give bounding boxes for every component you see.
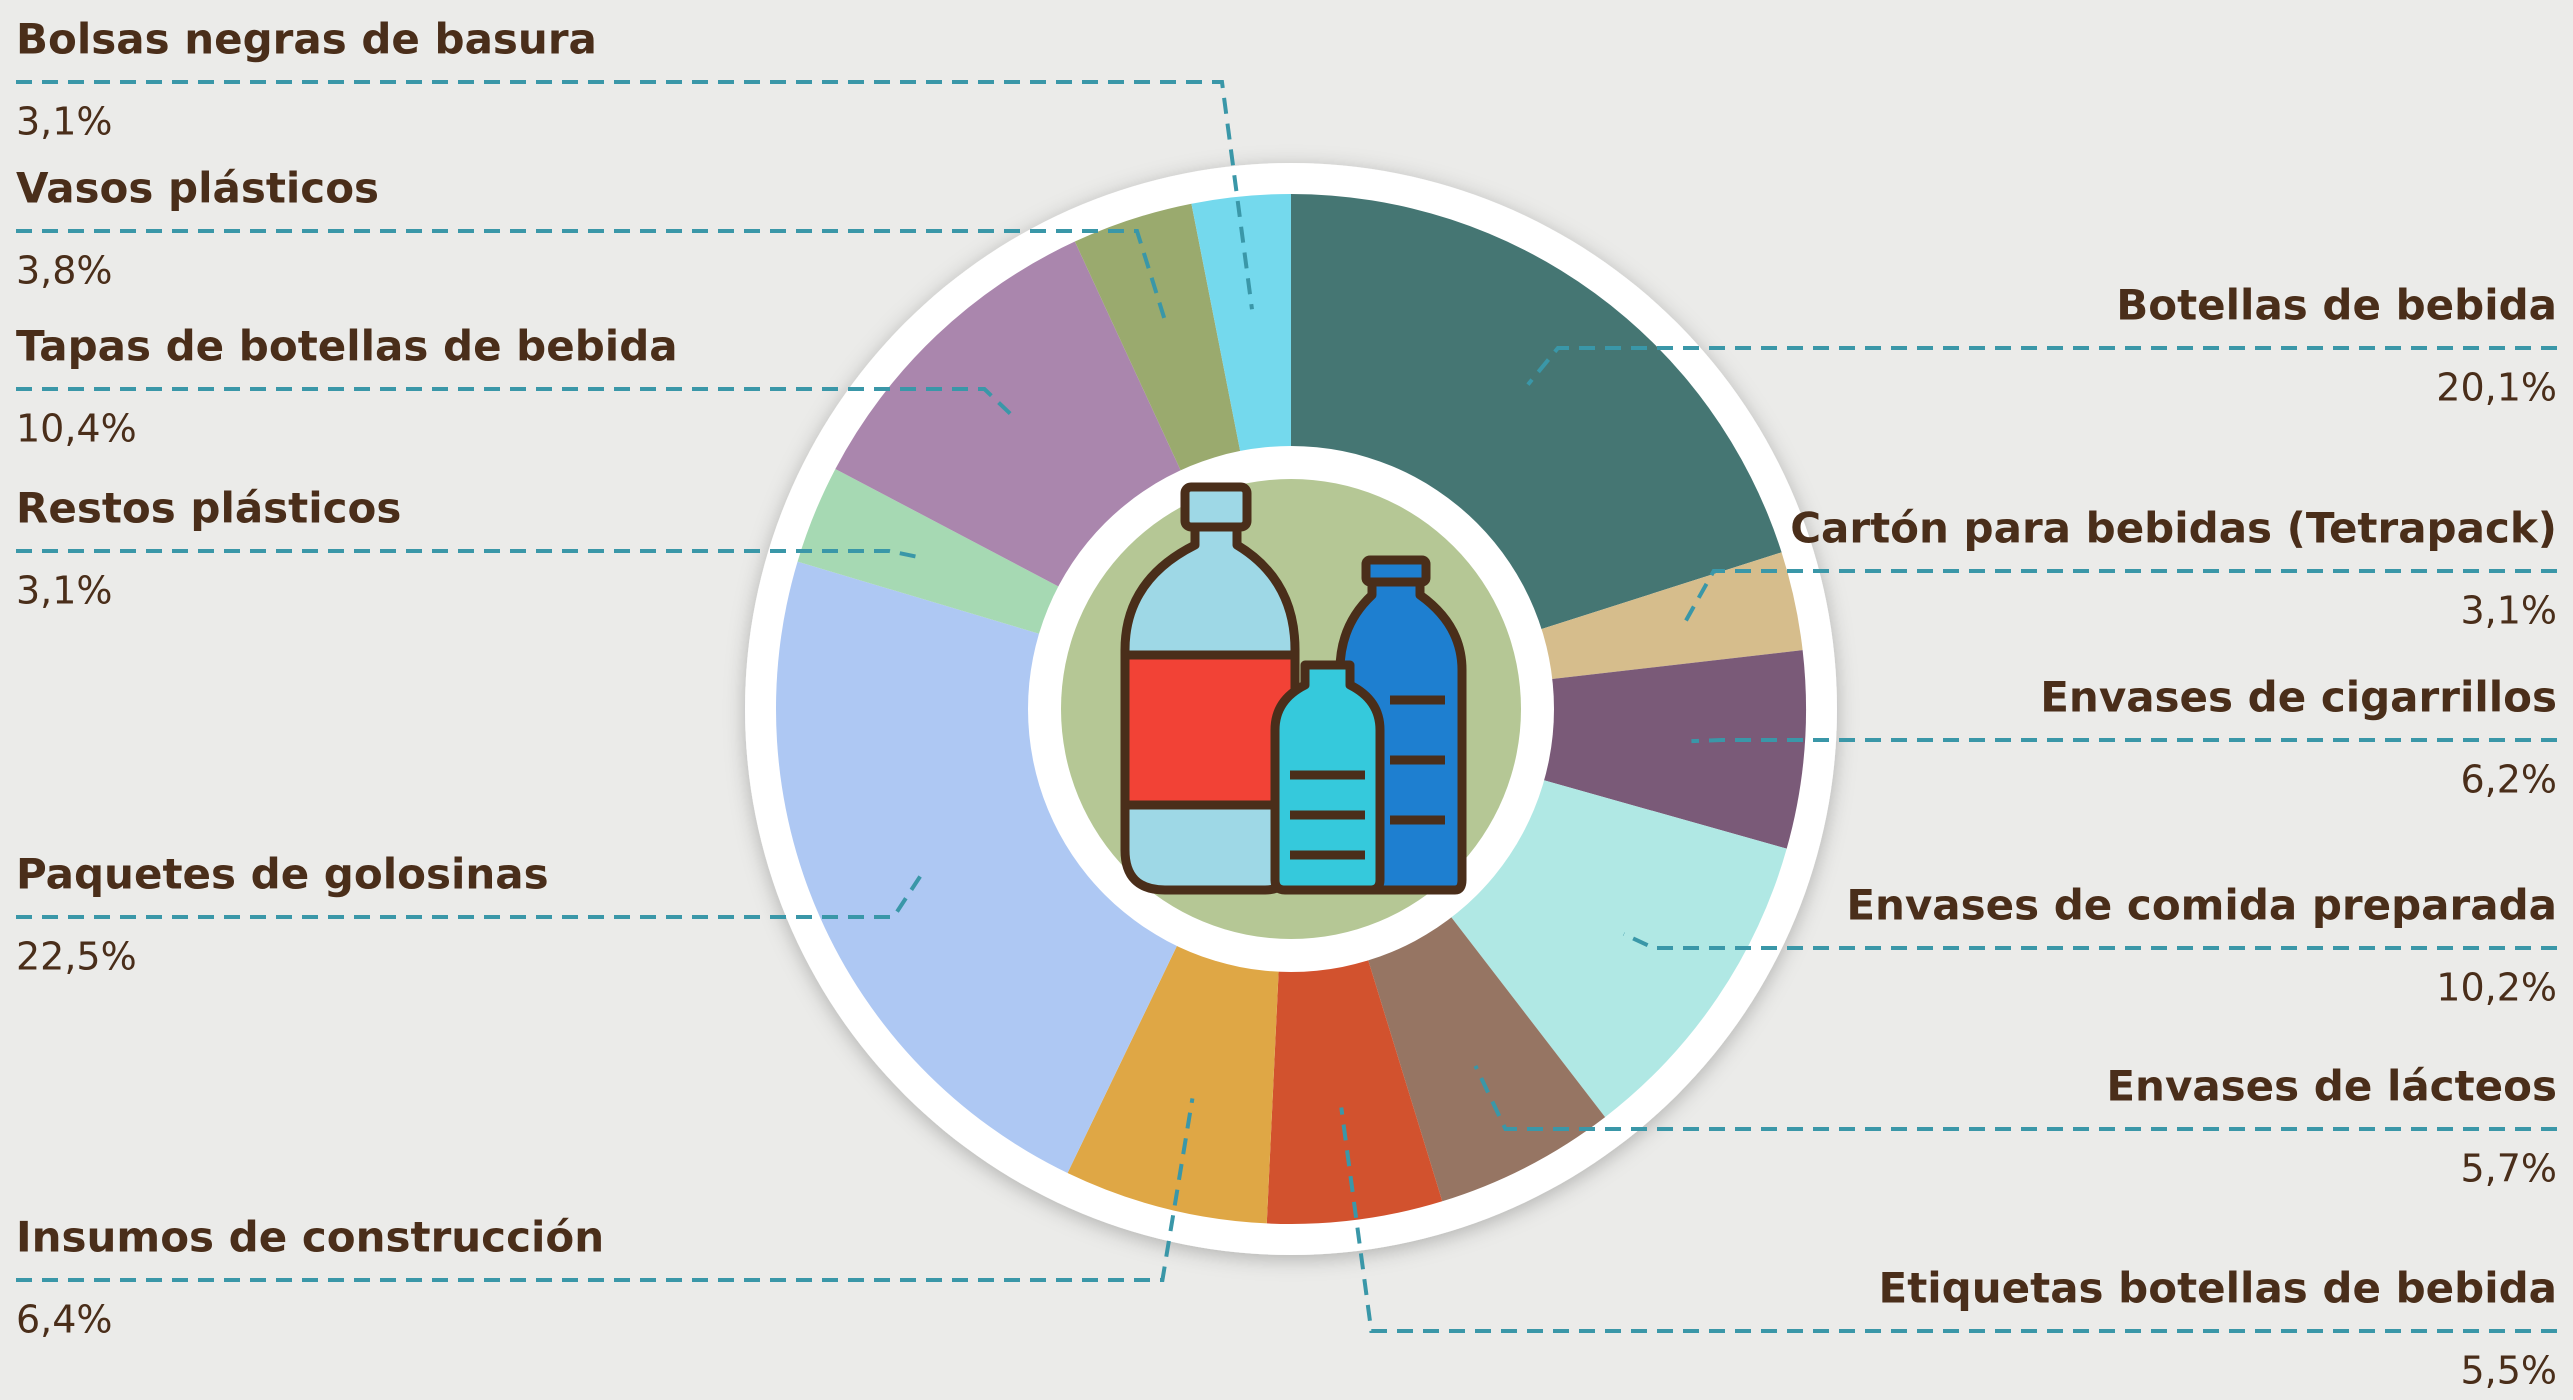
value-label: 3,1% (16, 569, 113, 613)
chart: Botellas de bebida 20,1% Cartón para bebid… (0, 0, 2573, 1400)
category-label: Vasos plásticos (16, 164, 379, 213)
category-label: Bolsas negras de basura (16, 15, 597, 64)
value-label: 5,5% (2460, 1349, 2557, 1393)
category-label: Etiquetas botellas de bebida (1879, 1264, 2557, 1313)
value-label: 3,8% (16, 249, 113, 293)
value-label: 5,7% (2460, 1147, 2557, 1191)
value-label: 10,4% (16, 407, 137, 451)
value-label: 6,2% (2460, 758, 2557, 802)
value-label: 20,1% (2436, 366, 2557, 410)
category-label: Cartón para bebidas (Tetrapack) (1790, 504, 2557, 553)
category-label: Botellas de bebida (2116, 281, 2557, 330)
category-label: Insumos de construcción (16, 1213, 604, 1262)
category-label: Paquetes de golosinas (16, 850, 549, 899)
category-label: Envases de cigarrillos (2040, 673, 2557, 722)
value-label: 22,5% (16, 935, 137, 979)
value-label: 10,2% (2436, 966, 2557, 1010)
category-label: Envases de lácteos (2106, 1062, 2557, 1111)
value-label: 6,4% (16, 1298, 113, 1342)
value-label: 3,1% (16, 100, 113, 144)
category-label: Tapas de botellas de bebida (16, 322, 678, 371)
category-label: Restos plásticos (16, 484, 401, 533)
category-label: Envases de comida preparada (1846, 881, 2557, 930)
value-label: 3,1% (2460, 589, 2557, 633)
